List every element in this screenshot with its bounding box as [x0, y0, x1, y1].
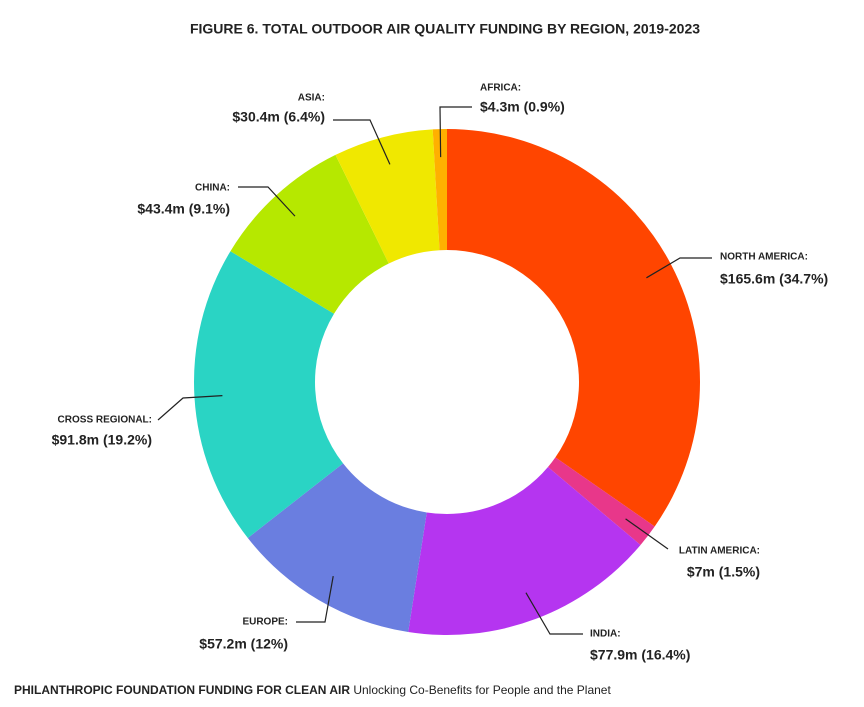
value-label: $30.4m (6.4%): [232, 109, 325, 125]
slice: [447, 129, 700, 527]
category-label: AFRICA:: [480, 83, 521, 94]
chart-title: FIGURE 6. TOTAL OUTDOOR AIR QUALITY FUND…: [190, 21, 700, 37]
leader-line: [646, 257, 712, 279]
value-label: $57.2m (12%): [199, 636, 288, 652]
slice: [335, 129, 440, 264]
category-label: CROSS REGIONAL:: [58, 415, 152, 426]
category-label: ASIA:: [298, 93, 325, 104]
value-label: $77.9m (16.4%): [590, 647, 690, 663]
value-label: $7m (1.5%): [687, 564, 760, 580]
slice: [247, 463, 427, 633]
category-label: INDIA:: [590, 629, 621, 640]
leader-line: [157, 395, 223, 421]
slice: [194, 251, 344, 538]
slice: [408, 467, 641, 635]
leader-line: [238, 186, 296, 217]
slice: [432, 129, 447, 251]
leader-line: [296, 576, 334, 623]
category-label: EUROPE:: [242, 617, 288, 628]
footer: PHILANTHROPIC FOUNDATION FUNDING FOR CLE…: [14, 683, 611, 697]
slice: [547, 457, 655, 545]
category-label: CHINA:: [195, 183, 230, 194]
value-label: $43.4m (9.1%): [137, 201, 230, 217]
slice: [230, 154, 389, 314]
footer-bold: PHILANTHROPIC FOUNDATION FUNDING FOR CLE…: [14, 683, 350, 697]
footer-text: Unlocking Co-Benefits for People and the…: [353, 683, 611, 697]
value-label: $4.3m (0.9%): [480, 99, 565, 115]
leader-line: [333, 119, 391, 165]
category-label: NORTH AMERICA:: [720, 252, 808, 263]
leader-line: [439, 106, 472, 158]
category-label: LATIN AMERICA:: [679, 546, 760, 557]
value-label: $91.8m (19.2%): [52, 432, 152, 448]
leader-line: [625, 518, 669, 550]
value-label: $165.6m (34.7%): [720, 271, 828, 287]
leader-line: [525, 592, 583, 635]
